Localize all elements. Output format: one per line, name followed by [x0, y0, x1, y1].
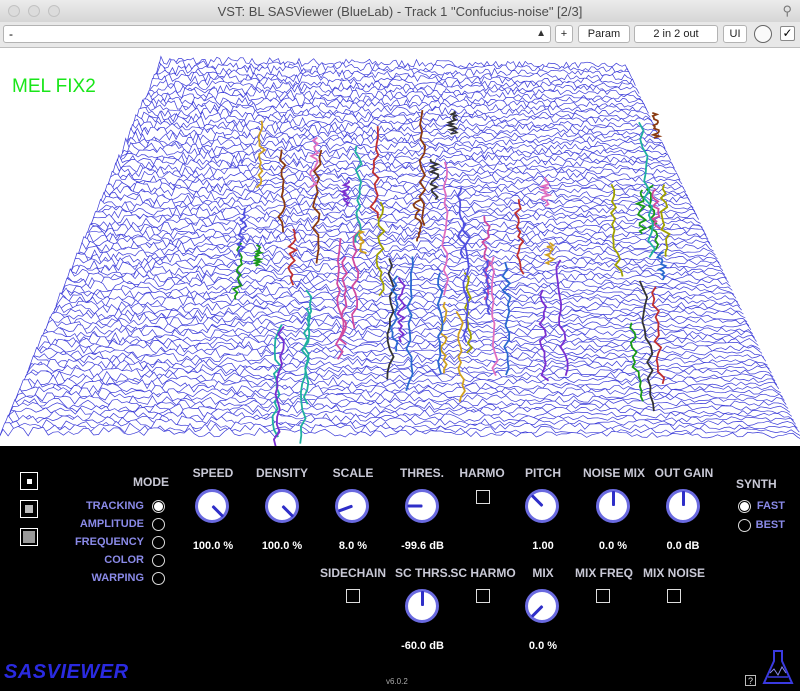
sc-thrs-knob[interactable]	[405, 589, 439, 623]
noise-mix-knob[interactable]	[596, 489, 630, 523]
sidechain-label: SIDECHAIN	[319, 566, 386, 580]
mix-noise-label: MIX NOISE	[642, 566, 705, 580]
host-toolbar: - ▲ + Param 2 in 2 out UI ✓	[0, 22, 800, 48]
sidechain-checkbox[interactable]	[346, 589, 360, 603]
mix-knob[interactable]	[525, 589, 559, 623]
sc-harmo-checkbox[interactable]	[476, 589, 490, 603]
mode-tracking-radio[interactable]	[152, 500, 165, 513]
mode-warping-label: WARPING	[91, 572, 144, 584]
noise-mix-label: NOISE MIX	[582, 466, 645, 480]
mix-freq-label: MIX FREQ	[574, 566, 633, 580]
synth-fast-label: FAST	[756, 500, 785, 512]
sasviewer-logo: SASVIEWER	[4, 661, 129, 683]
version-label: v6.0.2	[386, 677, 408, 686]
out-gain-value: 0.0 dB	[666, 540, 700, 552]
pitch-knob[interactable]	[525, 489, 559, 523]
visualization-label: MEL FIX2	[12, 76, 96, 97]
pin-icon[interactable]: ⚲	[782, 3, 792, 18]
minimize-window-button[interactable]	[28, 5, 40, 17]
zoom-window-button[interactable]	[48, 5, 60, 17]
scale-knob[interactable]	[335, 489, 369, 523]
bypass-knob-icon[interactable]	[754, 25, 772, 43]
add-preset-button[interactable]: +	[555, 25, 573, 43]
synth-fast-radio[interactable]	[738, 500, 751, 513]
window-title: VST: BL SASViewer (BlueLab) - Track 1 "C…	[217, 4, 583, 19]
thres-knob[interactable]	[405, 489, 439, 523]
flask-logo-icon	[762, 650, 794, 684]
thres-value: -99.6 dB	[401, 540, 444, 552]
mix-label: MIX	[532, 566, 554, 580]
mode-warping-radio[interactable]	[152, 572, 165, 585]
synth-title: SYNTH	[736, 477, 777, 491]
density-value: 100.0 %	[261, 540, 303, 552]
mode-tracking-label: TRACKING	[85, 500, 144, 512]
sas-visualization[interactable]: MEL FIX2	[0, 48, 800, 446]
close-window-button[interactable]	[8, 5, 20, 17]
spectrogram-3d-view	[0, 55, 800, 446]
sc-thrs-label: SC THRS.	[394, 566, 451, 580]
density-label: DENSITY	[255, 466, 308, 480]
enable-checkbox[interactable]: ✓	[780, 26, 795, 41]
help-button[interactable]: ?	[745, 675, 756, 686]
pitch-label: PITCH	[525, 466, 561, 480]
speed-knob[interactable]	[195, 489, 229, 523]
harmo-label: HARMO	[459, 466, 505, 480]
out-gain-knob[interactable]	[666, 489, 700, 523]
speed-label: SPEED	[192, 466, 234, 480]
sc-thrs-value: -60.0 dB	[401, 640, 444, 652]
mode-amplitude-label: AMPLITUDE	[79, 518, 144, 530]
synth-best-radio[interactable]	[738, 519, 751, 532]
mode-title: MODE	[133, 475, 169, 489]
view-mode-2-button[interactable]	[20, 500, 38, 518]
noise-mix-value: 0.0 %	[598, 540, 628, 552]
mix-freq-checkbox[interactable]	[596, 589, 610, 603]
density-knob[interactable]	[265, 489, 299, 523]
updown-arrows-icon: ▲	[536, 28, 546, 39]
scale-label: SCALE	[332, 466, 374, 480]
mode-color-label: COLOR	[104, 554, 144, 566]
mode-frequency-label: FREQUENCY	[74, 536, 144, 548]
preset-select[interactable]: - ▲	[3, 25, 551, 43]
out-gain-label: OUT GAIN	[654, 466, 714, 480]
synth-best-label: BEST	[755, 519, 785, 531]
pitch-value: 1.00	[532, 540, 554, 552]
ui-button[interactable]: UI	[723, 25, 747, 43]
view-mode-3-button[interactable]	[20, 528, 38, 546]
control-panel: MODE TRACKING AMPLITUDE FREQUENCY COLOR …	[0, 446, 800, 691]
mix-noise-checkbox[interactable]	[667, 589, 681, 603]
sc-harmo-label: SC HARMO	[450, 566, 516, 580]
mode-amplitude-radio[interactable]	[152, 518, 165, 531]
thres-label: THRES.	[399, 466, 444, 480]
scale-value: 8.0 %	[338, 540, 368, 552]
param-button[interactable]: Param	[578, 25, 630, 43]
mode-frequency-radio[interactable]	[152, 536, 165, 549]
mix-value: 0.0 %	[528, 640, 558, 652]
mode-color-radio[interactable]	[152, 554, 165, 567]
preset-value: -	[9, 27, 13, 41]
window-titlebar: VST: BL SASViewer (BlueLab) - Track 1 "C…	[0, 0, 800, 23]
harmo-checkbox[interactable]	[476, 490, 490, 504]
io-config-button[interactable]: 2 in 2 out	[634, 25, 718, 43]
view-mode-1-button[interactable]	[20, 472, 38, 490]
speed-value: 100.0 %	[192, 540, 234, 552]
